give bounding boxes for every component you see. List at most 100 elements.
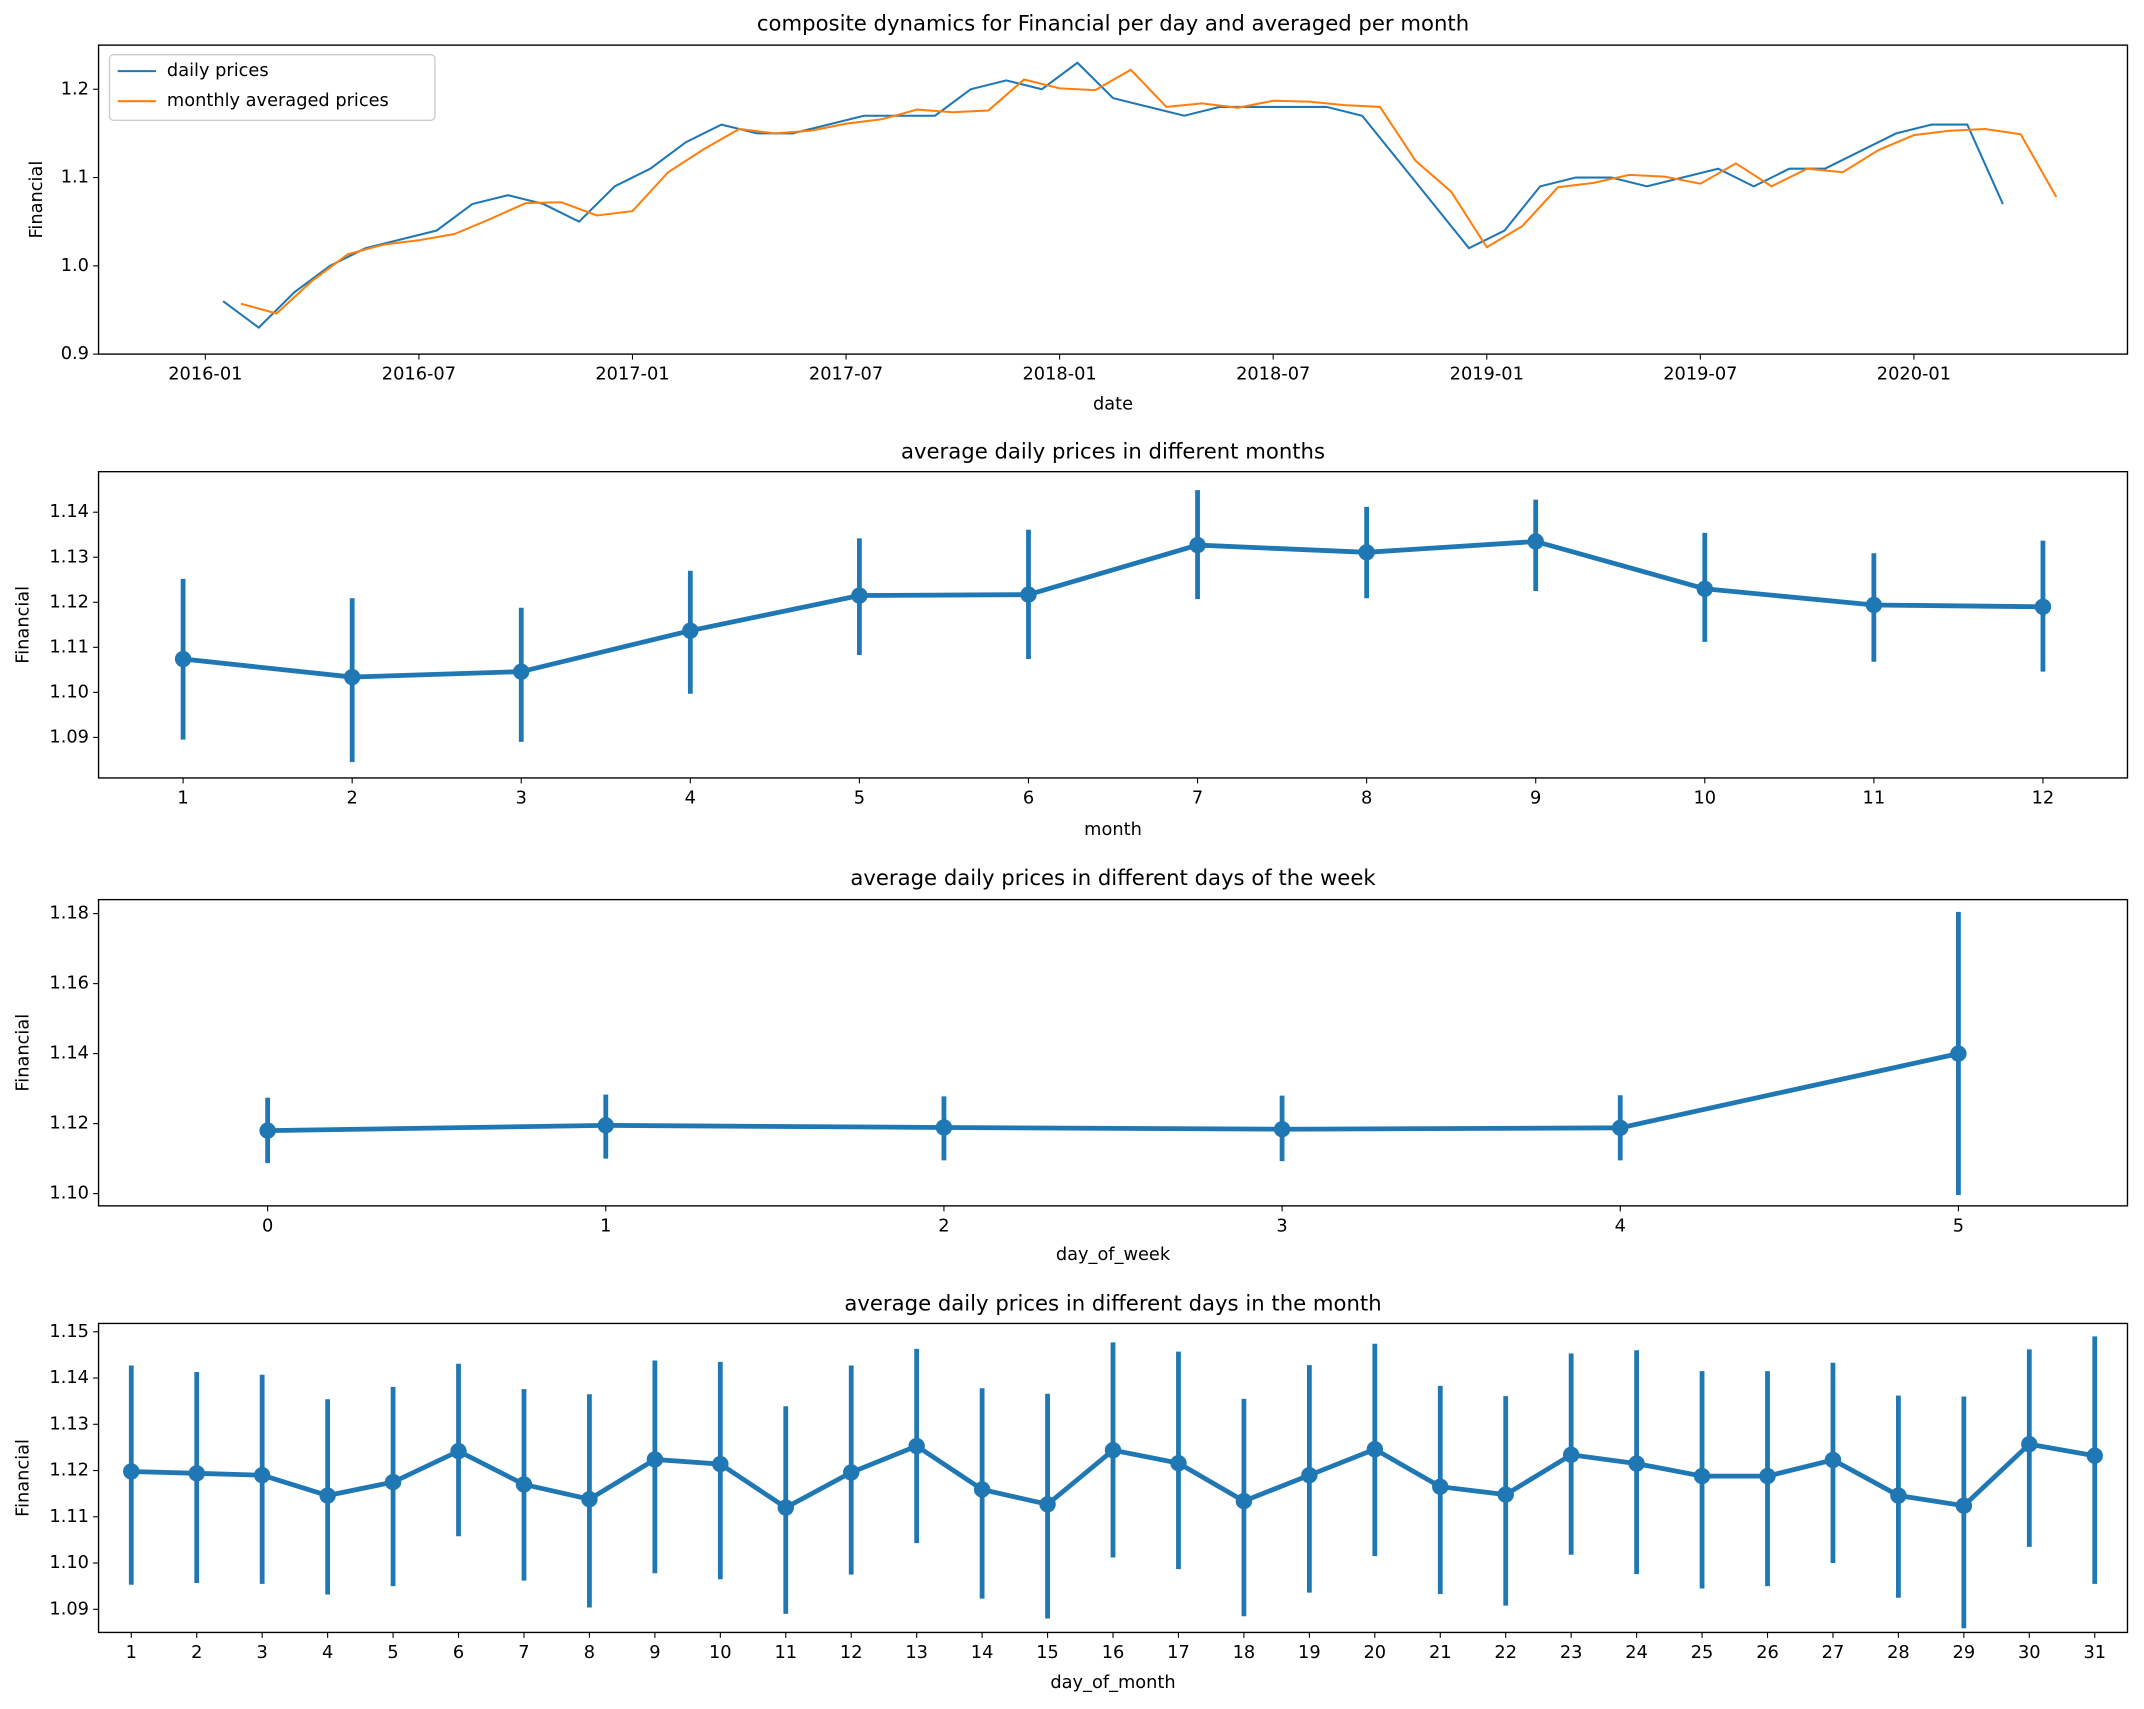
x-tick-label: 11 xyxy=(1863,788,1886,808)
x-tick-label: 12 xyxy=(840,1643,863,1663)
series-line xyxy=(222,61,2004,329)
point-marker xyxy=(1759,1467,1776,1485)
axes-frame xyxy=(97,471,2129,779)
point-marker xyxy=(1432,1478,1449,1495)
x-tick-label: 1 xyxy=(126,1643,137,1663)
point-marker xyxy=(319,1487,336,1504)
legend-label: daily prices xyxy=(167,61,269,81)
point-marker xyxy=(1950,1045,1967,1062)
point-marker xyxy=(973,1481,991,1498)
legend-label: monthly averaged prices xyxy=(167,91,389,111)
y-tick-label: 1.11 xyxy=(49,1507,89,1527)
x-tick-label: 4 xyxy=(1615,1216,1626,1236)
y-axis-label: Financial xyxy=(27,161,47,239)
y-tick-label: 1.16 xyxy=(49,974,89,994)
x-tick-label: 19 xyxy=(1298,1643,1321,1663)
x-tick-label: 1 xyxy=(600,1216,611,1236)
y-axis-label: Financial xyxy=(13,1014,33,1092)
x-tick-label: 11 xyxy=(774,1643,797,1663)
x-tick-label: 2017-07 xyxy=(809,365,883,385)
x-tick-label: 31 xyxy=(2083,1643,2106,1663)
x-tick-label: 3 xyxy=(257,1643,268,1663)
legend-frame xyxy=(108,54,436,121)
point-marker xyxy=(450,1442,467,1460)
point-marker xyxy=(843,1464,860,1481)
point-marker xyxy=(1189,536,1206,554)
x-tick-label: 16 xyxy=(1102,1643,1125,1663)
y-tick-label: 1.12 xyxy=(49,1114,89,1134)
x-tick-label: 8 xyxy=(584,1643,595,1663)
series-line xyxy=(182,539,2043,680)
y-tick-label: 1.2 xyxy=(61,79,89,99)
point-marker xyxy=(343,668,361,686)
point-marker xyxy=(597,1117,614,1134)
x-tick-label: 2019-07 xyxy=(1663,365,1737,385)
subplot-title: average daily prices in different months xyxy=(901,439,1325,464)
point-marker xyxy=(1527,533,1544,550)
y-tick-label: 1.10 xyxy=(49,1553,89,1573)
x-tick-label: 8 xyxy=(1361,788,1372,808)
y-axis-label: Financial xyxy=(13,586,33,664)
subplot-title: average daily prices in different days i… xyxy=(844,1290,1381,1315)
x-tick-label: 15 xyxy=(1036,1643,1059,1663)
point-marker xyxy=(1020,586,1037,603)
y-tick-label: 1.14 xyxy=(49,1368,89,1388)
point-marker xyxy=(1039,1496,1056,1513)
y-axis-label: Financial xyxy=(13,1439,33,1517)
legend: daily prices monthly averaged prices xyxy=(108,54,436,121)
y-tick-label: 1.11 xyxy=(49,637,89,657)
x-tick-label: 5 xyxy=(854,788,865,808)
x-tick-label: 2019-01 xyxy=(1450,365,1524,385)
x-axis-label: date xyxy=(1093,395,1133,415)
y-tick-label: 1.10 xyxy=(49,682,89,702)
x-tick-label: 13 xyxy=(905,1643,928,1663)
x-tick-label: 30 xyxy=(2018,1643,2041,1663)
point-marker xyxy=(513,663,530,680)
subplot: composite dynamics for Financial per day… xyxy=(27,11,2129,415)
axes-frame xyxy=(97,1322,2129,1634)
point-marker xyxy=(1890,1487,1907,1504)
point-marker xyxy=(253,1466,271,1484)
x-tick-label: 14 xyxy=(971,1643,994,1663)
x-tick-label: 5 xyxy=(387,1643,398,1663)
point-marker xyxy=(174,650,192,668)
x-tick-label: 5 xyxy=(1953,1216,1964,1236)
point-marker xyxy=(646,1451,664,1468)
point-marker xyxy=(1824,1451,1842,1469)
x-tick-label: 7 xyxy=(518,1643,529,1663)
y-tick-label: 0.9 xyxy=(61,344,89,364)
x-tick-label: 22 xyxy=(1494,1643,1517,1663)
subplot-title: composite dynamics for Financial per day… xyxy=(757,11,1469,36)
point-marker xyxy=(1273,1121,1291,1138)
x-tick-label: 17 xyxy=(1167,1643,1190,1663)
y-tick-label: 1.14 xyxy=(49,502,89,522)
x-tick-label: 1 xyxy=(177,788,188,808)
x-tick-label: 9 xyxy=(1530,788,1541,808)
point-marker xyxy=(188,1465,205,1482)
y-tick-label: 1.12 xyxy=(49,592,89,612)
point-marker xyxy=(908,1437,925,1455)
x-tick-label: 2020-01 xyxy=(1877,365,1951,385)
x-tick-label: 12 xyxy=(2032,788,2055,808)
y-tick-label: 1.14 xyxy=(49,1044,89,1064)
point-marker xyxy=(1301,1466,1318,1484)
point-marker xyxy=(384,1473,402,1491)
x-tick-label: 2018-01 xyxy=(1023,365,1097,385)
point-marker xyxy=(1696,580,1713,597)
axes-frame xyxy=(97,44,2129,355)
x-tick-label: 3 xyxy=(1276,1216,1287,1236)
subplot: average daily prices in different months… xyxy=(13,439,2129,840)
point-marker xyxy=(1693,1467,1711,1485)
x-tick-label: 23 xyxy=(1560,1643,1583,1663)
x-tick-label: 2016-01 xyxy=(168,365,242,385)
x-axis-label: day_of_month xyxy=(1050,1673,1175,1693)
x-tick-label: 26 xyxy=(1756,1643,1779,1663)
y-tick-label: 1.1 xyxy=(61,168,89,188)
y-tick-label: 1.12 xyxy=(49,1461,89,1481)
y-tick-label: 1.10 xyxy=(49,1184,89,1204)
x-tick-label: 27 xyxy=(1822,1643,1845,1663)
x-tick-label: 2018-07 xyxy=(1236,365,1310,385)
y-tick-label: 1.09 xyxy=(49,1599,89,1619)
subplot-title: average daily prices in different days o… xyxy=(850,865,1376,890)
x-tick-label: 2 xyxy=(938,1216,949,1236)
